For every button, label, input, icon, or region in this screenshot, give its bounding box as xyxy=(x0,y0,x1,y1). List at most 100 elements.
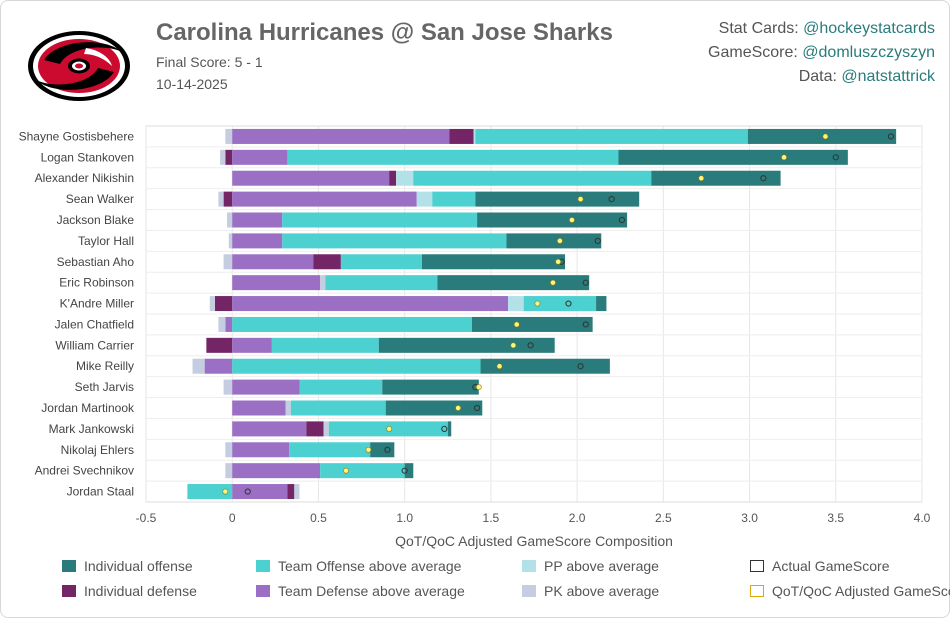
qot-gamescore-marker xyxy=(513,321,520,328)
x-tick-label: 0 xyxy=(229,511,236,525)
bar-segment-individual-offense xyxy=(506,233,602,249)
bar-segment-team-offense xyxy=(282,233,507,249)
bar-segment-individual-offense xyxy=(385,400,483,416)
qot-gamescore-marker xyxy=(555,258,562,265)
bar-segment-pp xyxy=(473,128,476,144)
bar-segment-team-offense xyxy=(432,191,476,207)
legend-item-individual-offense: Individual offense xyxy=(62,558,193,574)
qot-gamescore-marker xyxy=(496,363,503,370)
bar-segment-individual-offense xyxy=(378,337,555,353)
bar-segment-individual-offense xyxy=(747,128,897,144)
actual-gamescore-marker xyxy=(473,404,481,412)
legend-item-qot: QoT/QoC Adjusted GameScore xyxy=(750,583,950,599)
legend-item-individual-defense: Individual defense xyxy=(62,583,197,599)
legend-swatch xyxy=(62,585,76,597)
bar-segment-pk xyxy=(225,128,233,144)
bar-segment-individual-offense xyxy=(447,421,452,437)
legend-item-team-defense: Team Defense above average xyxy=(256,583,465,599)
bar-segment-individual-defense xyxy=(313,254,341,270)
bar-segment-individual-offense xyxy=(370,442,395,458)
bar-segment-individual-offense xyxy=(382,379,479,395)
bar-segment-pp xyxy=(508,296,524,312)
legend-swatch xyxy=(256,585,270,597)
bar-segment-individual-defense xyxy=(223,191,233,207)
actual-gamescore-marker xyxy=(594,237,601,244)
qot-gamescore-marker xyxy=(556,237,563,244)
bar-segment-team-offense xyxy=(475,128,748,144)
bar-segment-team-defense xyxy=(232,421,307,437)
bar-segment-team-offense xyxy=(290,400,386,416)
bar-segment-pk xyxy=(218,316,226,332)
qot-gamescore-marker xyxy=(698,175,705,182)
hurricanes-logo xyxy=(28,31,130,101)
player-name-label: Sebastian Aho xyxy=(57,255,135,269)
qot-gamescore-marker xyxy=(577,196,584,203)
player-name-label: Mark Jankowski xyxy=(49,422,134,436)
bar-segment-team-defense xyxy=(225,316,233,332)
final-score: Final Score: 5 - 1 xyxy=(156,54,263,70)
bar-segment-individual-offense xyxy=(480,358,610,374)
player-name-label: Jordan Martinook xyxy=(41,401,135,415)
bar-segment-team-offense xyxy=(271,337,379,353)
credit-handle-link[interactable]: @domluszczyszyn xyxy=(802,44,935,61)
actual-gamescore-marker xyxy=(582,321,589,328)
qot-gamescore-marker xyxy=(222,488,229,495)
qot-gamescore-marker xyxy=(343,467,349,474)
bar-segment-team-defense xyxy=(232,484,288,500)
logo-eye-center xyxy=(75,63,83,69)
bar-segment-team-offense xyxy=(523,296,597,312)
actual-gamescore-marker xyxy=(401,467,408,474)
qot-gamescore-marker xyxy=(550,279,556,286)
bar-segment-pk xyxy=(192,358,205,374)
legend-item-team-offense: Team Offense above average xyxy=(256,558,461,574)
bar-segment-team-defense xyxy=(232,275,321,291)
bar-segment-pk xyxy=(225,442,233,458)
player-name-label: Andrei Svechnikov xyxy=(35,464,134,478)
legend-item-pk: PK above average xyxy=(522,583,659,599)
player-name-label: Sean Walker xyxy=(66,192,134,206)
bar-segment-individual-offense xyxy=(618,149,848,165)
logo-swirl-bottom xyxy=(36,68,114,90)
bar-segment-pk xyxy=(294,484,300,500)
bar-segment-individual-offense xyxy=(404,463,414,479)
credit-label: Data: xyxy=(798,68,842,85)
actual-gamescore-marker xyxy=(577,363,584,370)
bar-segment-pk xyxy=(227,212,233,228)
legend-label: Team Defense above average xyxy=(278,583,465,599)
x-tick-label: 2.5 xyxy=(655,511,672,525)
legend-swatch xyxy=(522,585,536,597)
legend-item-actual: Actual GameScore xyxy=(750,558,890,574)
bar-segment-individual-offense xyxy=(477,212,628,228)
qot-gamescore-marker xyxy=(455,405,462,411)
credit-handle-link[interactable]: @hockeystatcards xyxy=(803,20,935,37)
player-name-label: Logan Stankoven xyxy=(41,150,134,164)
bar-segment-team-offense xyxy=(232,358,481,374)
actual-gamescore-marker xyxy=(244,488,251,495)
bar-segment-individual-offense xyxy=(475,191,640,207)
legend-label: Actual GameScore xyxy=(772,558,890,574)
bar-segment-team-offense xyxy=(325,275,438,291)
actual-gamescore-marker xyxy=(582,279,589,286)
bar-segment-pk xyxy=(323,421,329,437)
x-tick-label: 3.0 xyxy=(741,511,758,525)
bar-segment-team-offense xyxy=(232,316,472,332)
bar-segment-team-defense xyxy=(232,128,450,144)
bar-segment-individual-defense xyxy=(449,128,474,144)
bar-segment-team-offense xyxy=(320,463,405,479)
legend-label: PK above average xyxy=(544,583,660,599)
game-date: 10-14-2025 xyxy=(156,76,228,92)
bar-segment-individual-defense xyxy=(225,149,233,165)
bar-segment-team-offense xyxy=(413,170,652,186)
qot-gamescore-marker xyxy=(822,133,829,140)
gamescore-chart: -0.5 0 0.5 1.0 1.5 2.0 2.5 3.0 3.5 4.0 QoT/QoC Adj… xyxy=(19,125,931,549)
bar-segment-pk xyxy=(223,254,233,270)
credit-data: Data: @natstattrick xyxy=(708,65,935,89)
credit-handle-link[interactable]: @natstattrick xyxy=(841,68,935,85)
player-name-label: William Carrier xyxy=(55,338,134,352)
bar-segment-team-defense xyxy=(232,149,288,165)
bar-segment-individual-defense xyxy=(287,484,295,500)
credit-stat-cards: Stat Cards: @hockeystatcards xyxy=(708,17,935,41)
bar-segment-team-defense xyxy=(232,296,509,312)
legend-swatch xyxy=(62,560,76,572)
player-name-label: Mike Reilly xyxy=(76,359,134,373)
